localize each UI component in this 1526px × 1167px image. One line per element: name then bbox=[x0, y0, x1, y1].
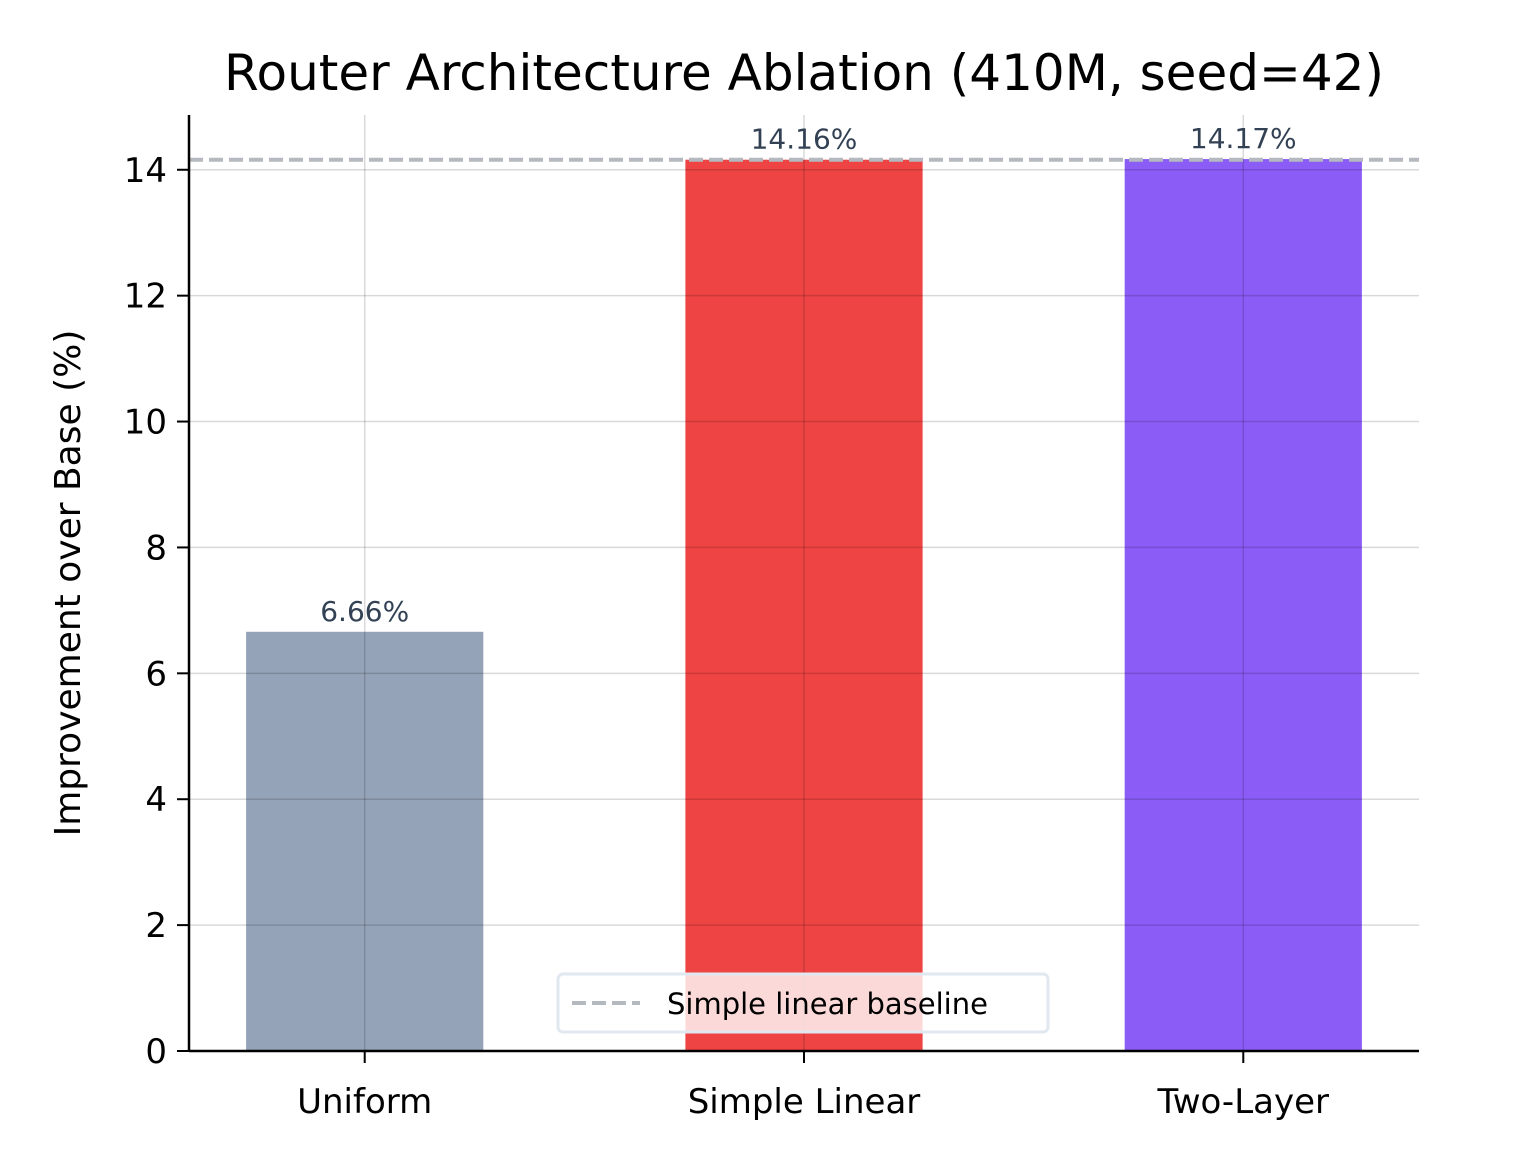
y-tick-label: 14 bbox=[124, 151, 167, 191]
y-tick-label: 8 bbox=[145, 528, 167, 568]
y-tick-label: 4 bbox=[145, 780, 167, 820]
bar-two-layer bbox=[1124, 159, 1362, 1051]
bar-uniform bbox=[246, 631, 484, 1051]
y-tick-label: 10 bbox=[124, 403, 167, 443]
y-tick-label: 6 bbox=[145, 654, 167, 694]
legend: Simple linear baseline bbox=[556, 972, 1050, 1034]
data-label: 6.66% bbox=[320, 595, 409, 628]
y-tick-label: 0 bbox=[145, 1032, 167, 1072]
legend-entry-label: Simple linear baseline bbox=[667, 987, 988, 1021]
y-tick-label: 2 bbox=[145, 906, 167, 946]
bar-simple-linear bbox=[685, 159, 923, 1051]
x-tick-label: Uniform bbox=[297, 1082, 432, 1122]
x-tick-label: Simple Linear bbox=[688, 1082, 921, 1122]
x-tick-label: Two-Layer bbox=[1157, 1082, 1329, 1122]
y-axis-label: Improvement over Base (%) bbox=[48, 330, 89, 837]
chart-title: Router Architecture Ablation (410M, seed… bbox=[224, 44, 1384, 102]
y-tick-label: 12 bbox=[124, 277, 167, 317]
data-label: 14.17% bbox=[1190, 122, 1297, 155]
data-label: 14.16% bbox=[751, 123, 858, 156]
